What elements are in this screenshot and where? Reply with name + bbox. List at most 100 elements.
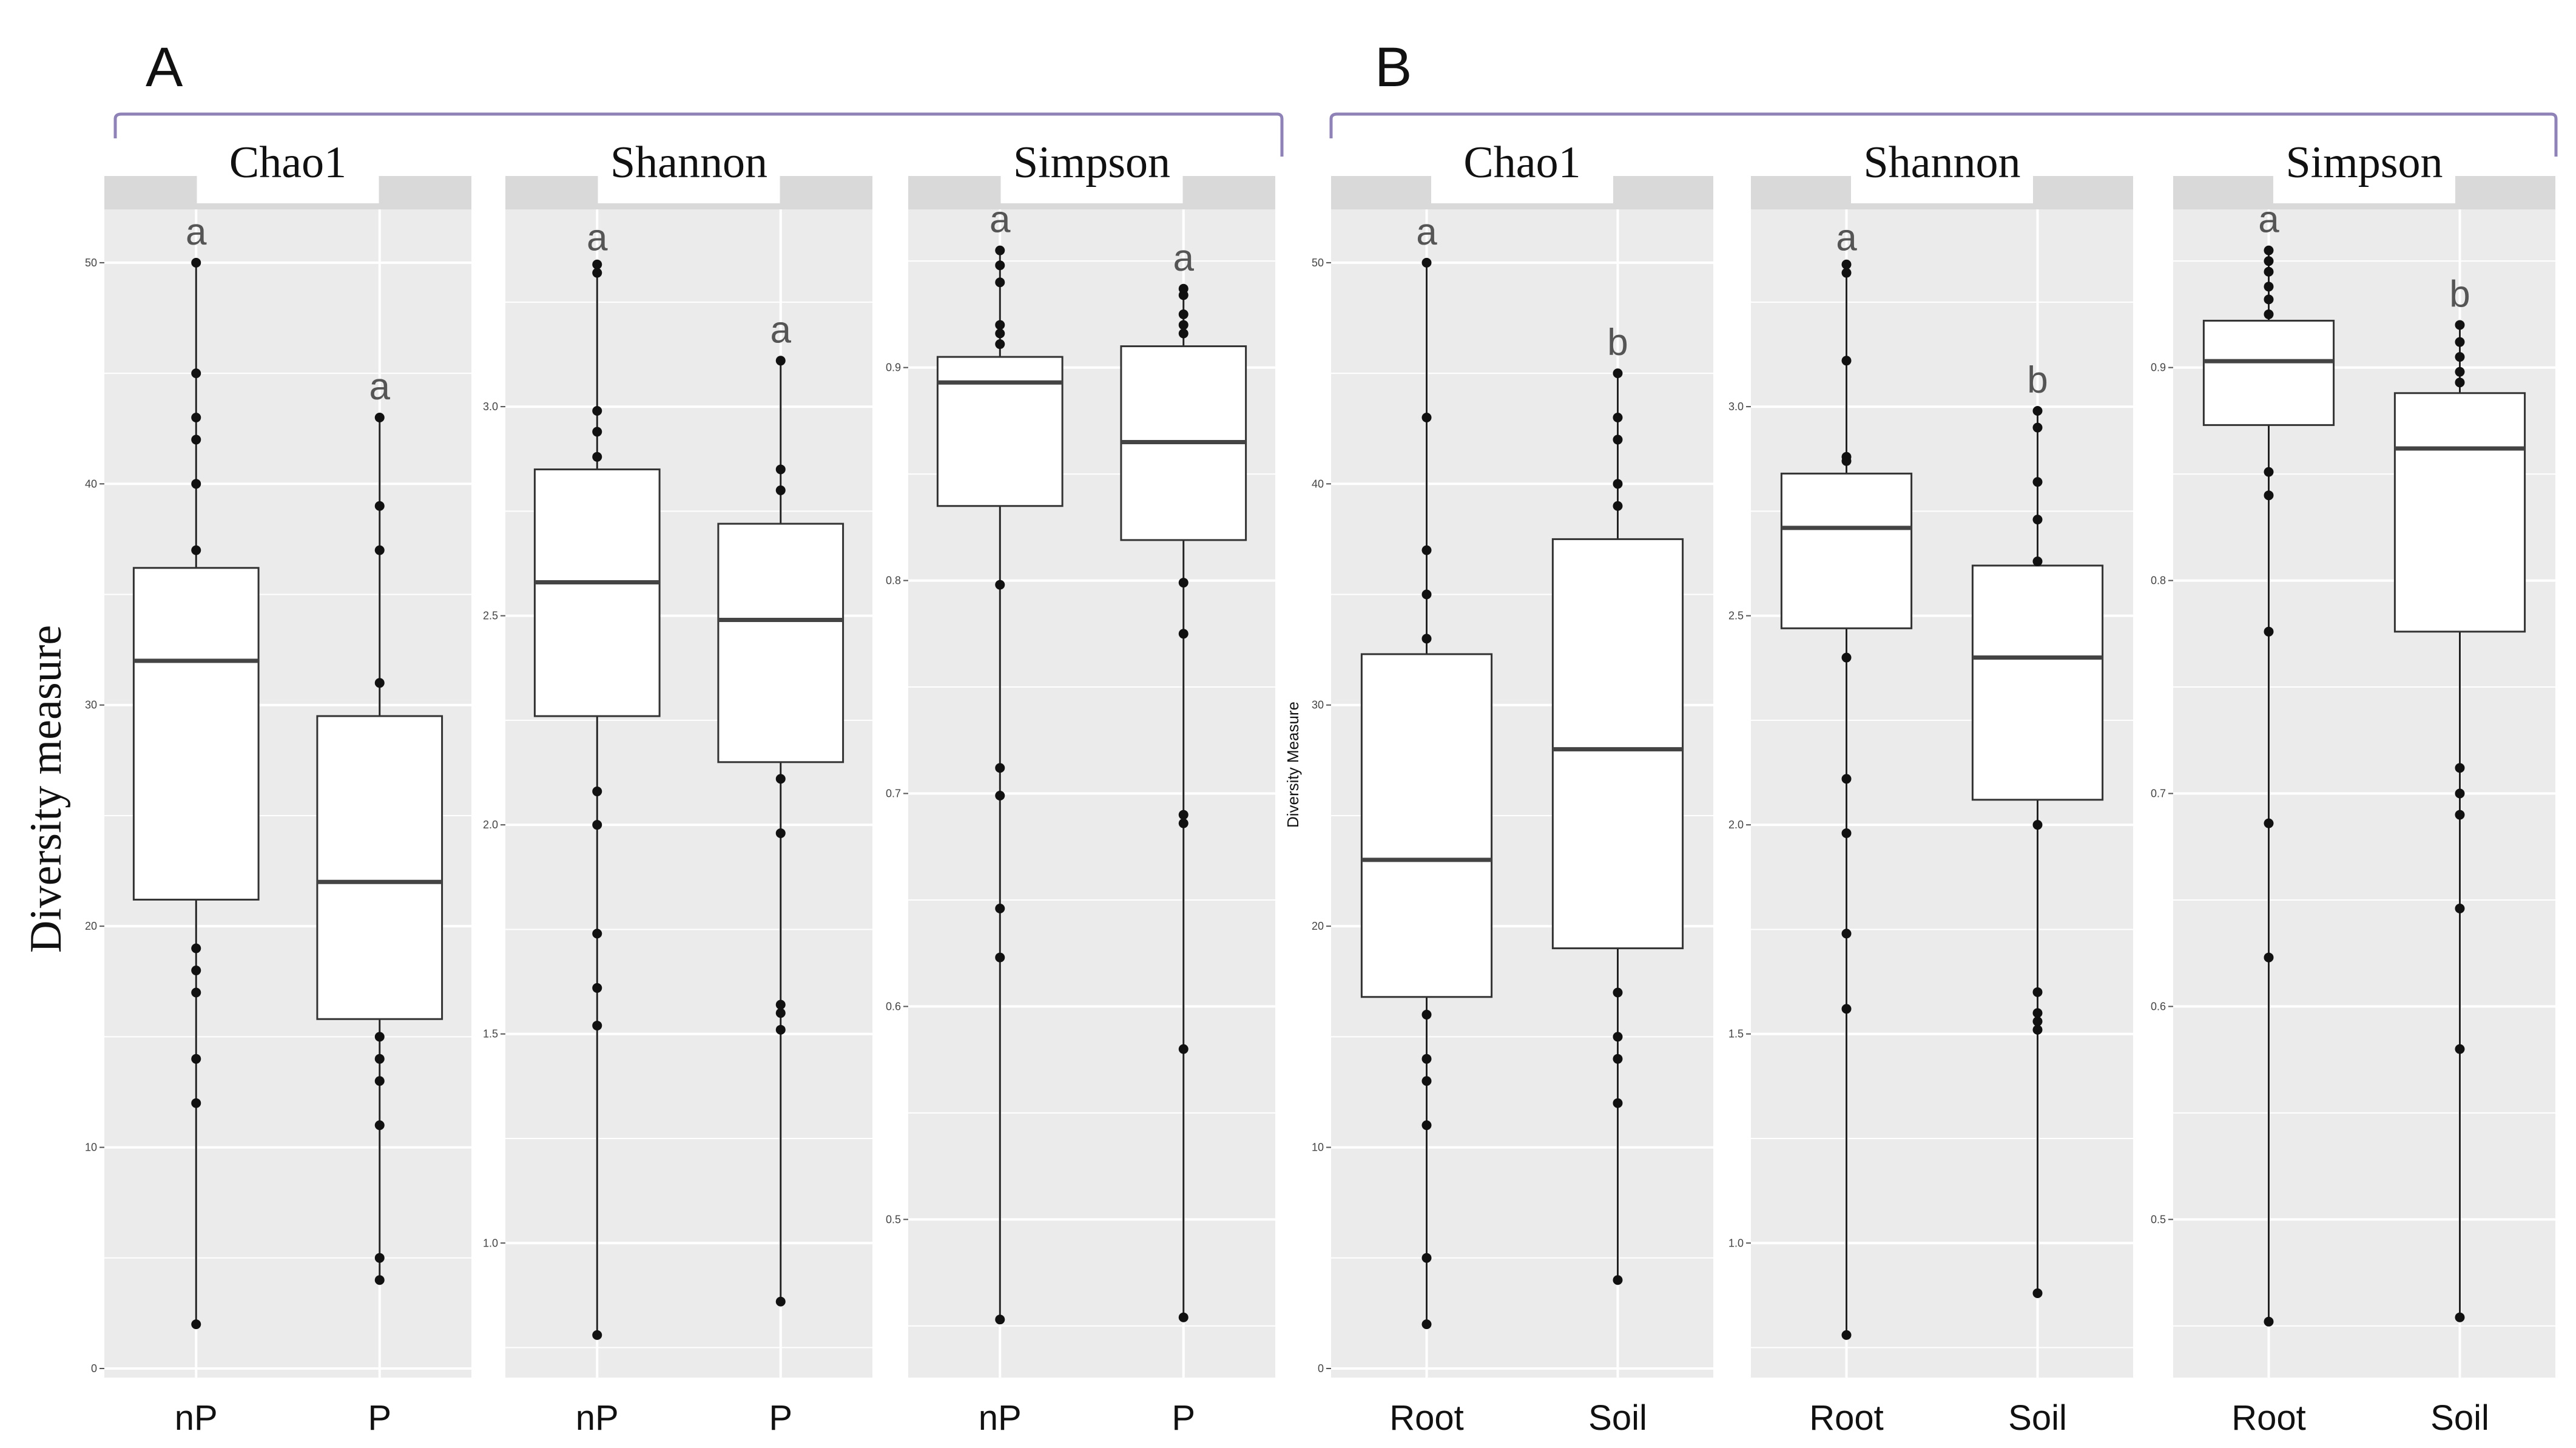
y-tick-label: 2.0 xyxy=(1728,819,1744,831)
facet-a-chao1: Chao1 0 10 20 30 40 50 a nP a P xyxy=(85,134,471,1438)
outlier-point xyxy=(2264,818,2274,828)
outlier-point xyxy=(2455,788,2465,799)
y-tick-label: 50 xyxy=(1312,257,1324,269)
y-tick-label: 0.5 xyxy=(886,1213,901,1225)
iqr-box xyxy=(2393,392,2526,633)
outlier-point xyxy=(2455,810,2465,820)
y-tick-label: 10 xyxy=(1312,1142,1324,1154)
outlier-point xyxy=(1613,1054,1623,1064)
outlier-point xyxy=(2455,367,2465,377)
significance-letter: a xyxy=(1416,211,1437,253)
box-np: a xyxy=(132,211,260,1330)
iqr-box xyxy=(533,468,661,717)
outlier-point xyxy=(592,1020,602,1030)
outlier-point xyxy=(1613,479,1623,489)
box-soil: b xyxy=(2393,273,2526,1322)
significance-letter: a xyxy=(990,199,1011,241)
y-tick-label: 10 xyxy=(85,1142,97,1154)
outlier-point xyxy=(775,1000,786,1010)
outlier-point xyxy=(191,1319,201,1330)
y-tick-label: 3.0 xyxy=(1728,401,1744,413)
x-category-label: P xyxy=(368,1398,391,1438)
panel-label-b: B xyxy=(1375,36,1412,98)
outlier-point xyxy=(1421,412,1432,422)
outlier-point xyxy=(1613,368,1623,379)
outlier-point xyxy=(191,368,201,379)
outlier-point xyxy=(995,260,1005,271)
outlier-point xyxy=(1841,929,1852,939)
y-tick-label: 30 xyxy=(85,699,97,711)
outlier-point xyxy=(2264,245,2274,255)
outlier-point xyxy=(592,405,602,416)
outlier-point xyxy=(592,787,602,797)
box-np: a xyxy=(936,199,1064,1325)
outlier-point xyxy=(592,259,602,269)
y-tick-label: 3.0 xyxy=(483,401,498,413)
outlier-point xyxy=(1841,652,1852,663)
facet-b-simpson: Simpson 0.5 0.6 0.7 0.8 0.9 a Root b Soil xyxy=(2151,134,2555,1438)
outlier-point xyxy=(2264,952,2274,963)
outlier-point xyxy=(1841,828,1852,838)
outlier-point xyxy=(995,277,1005,288)
outlier-point xyxy=(1841,1004,1852,1014)
outlier-point xyxy=(1178,818,1189,828)
significance-letter: a xyxy=(186,211,207,253)
panel-a-bracket xyxy=(113,112,1284,157)
significance-letter: a xyxy=(1836,217,1857,259)
x-category-label: P xyxy=(769,1398,792,1438)
iqr-box xyxy=(316,715,443,1020)
y-tick-label: 40 xyxy=(85,478,97,490)
outlier-point xyxy=(191,966,201,976)
outlier-point xyxy=(1613,1098,1623,1108)
significance-letter: a xyxy=(2258,199,2279,241)
outlier-point xyxy=(2032,1017,2043,1027)
outlier-point xyxy=(1421,1253,1432,1263)
facet-title-tab xyxy=(1851,134,2033,203)
outlier-point xyxy=(374,1054,385,1064)
outlier-point xyxy=(1421,545,1432,555)
outlier-point xyxy=(2032,1288,2043,1298)
y-tick-label: 2.5 xyxy=(1728,610,1744,622)
facet-title: Shannon xyxy=(1864,138,2021,188)
outlier-point xyxy=(775,774,786,784)
outlier-point xyxy=(1841,1330,1852,1340)
y-tick-label: 2.5 xyxy=(483,610,498,622)
x-category-label: Root xyxy=(2231,1398,2306,1438)
outlier-point xyxy=(191,943,201,953)
outlier-point xyxy=(374,1275,385,1285)
outlier-point xyxy=(191,479,201,489)
iqr-box xyxy=(1360,653,1493,998)
outlier-point xyxy=(1613,435,1623,445)
outlier-point xyxy=(1178,1044,1189,1054)
outlier-point xyxy=(191,1054,201,1064)
y-tick-label: 20 xyxy=(85,920,97,932)
outlier-point xyxy=(775,1008,786,1018)
box-p: a xyxy=(717,309,845,1307)
y-tick-label: 30 xyxy=(1312,699,1324,711)
outlier-point xyxy=(2264,266,2274,277)
outlier-point xyxy=(592,268,602,278)
outlier-point xyxy=(2032,1024,2043,1035)
outlier-point xyxy=(374,678,385,688)
panel-label-a: A xyxy=(146,36,183,98)
facet-title: Simpson xyxy=(2285,138,2443,188)
facet-b-shannon: Shannon 1.0 1.5 2.0 2.5 3.0 a Root b Soil xyxy=(1728,134,2133,1438)
outlier-point xyxy=(775,1296,786,1307)
outlier-point xyxy=(995,245,1005,255)
outlier-point xyxy=(1178,309,1189,319)
outlier-point xyxy=(1421,1054,1432,1064)
outlier-point xyxy=(2264,467,2274,477)
outlier-point xyxy=(191,412,201,422)
box-np: a xyxy=(533,217,661,1340)
x-category-label: Root xyxy=(1389,1398,1464,1438)
x-category-label: Soil xyxy=(2430,1398,2489,1438)
significance-letter: b xyxy=(2449,273,2470,315)
facet-title-tab xyxy=(2273,134,2455,203)
outlier-point xyxy=(2264,1316,2274,1327)
outlier-point xyxy=(1613,412,1623,422)
significance-letter: b xyxy=(2027,359,2048,401)
iqr-box xyxy=(936,356,1064,507)
outlier-point xyxy=(2455,1044,2465,1054)
significance-letter: a xyxy=(587,217,608,259)
facet-title: Simpson xyxy=(1013,138,1170,188)
